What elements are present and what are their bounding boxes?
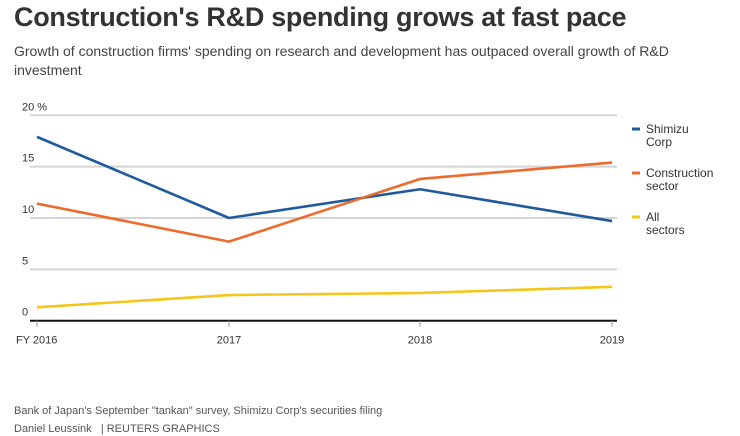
legend-label: sectors bbox=[646, 223, 685, 237]
credit-note: Daniel Leussink | REUTERS GRAPHICS bbox=[14, 423, 220, 435]
y-tick-label: 5 bbox=[22, 255, 28, 267]
series-line-all-sectors bbox=[36, 285, 613, 309]
line-chart: 0 5 10 15 20 % FY 2016 2017 2018 2019 ShimizuCorp… bbox=[16, 101, 713, 347]
legend-label: All bbox=[646, 210, 659, 224]
legend-label: Construction bbox=[646, 166, 713, 180]
x-tick-label: 2019 bbox=[600, 335, 624, 347]
y-tick-label: 20 % bbox=[22, 101, 47, 113]
legend-label: sector bbox=[646, 179, 679, 193]
series-line-shimizu-corp bbox=[36, 135, 613, 223]
chart-subtitle: Growth of construction firms' spending o… bbox=[14, 43, 669, 78]
x-tick-label: 2017 bbox=[217, 335, 241, 347]
x-tick-label: 2018 bbox=[408, 335, 432, 347]
x-tick-label: FY 2016 bbox=[16, 335, 57, 347]
y-tick-label: 10 bbox=[22, 204, 34, 216]
source-note: Bank of Japan's September "tankan" surve… bbox=[14, 405, 383, 417]
y-tick-label: 0 bbox=[22, 307, 28, 319]
series-line-construction-sector bbox=[36, 161, 613, 243]
chart-title: Construction's R&D spending grows at fas… bbox=[14, 2, 627, 32]
legend-label: Corp bbox=[646, 135, 672, 149]
legend-label: Shimizu bbox=[646, 122, 689, 136]
y-tick-label: 15 bbox=[22, 153, 34, 165]
